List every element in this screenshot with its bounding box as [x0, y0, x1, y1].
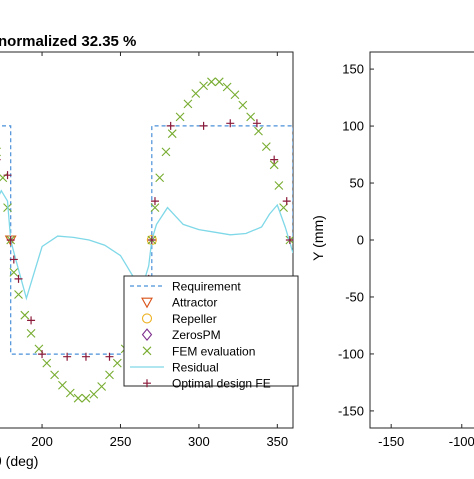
fem-evaluation-point: [42, 358, 52, 368]
optimal-design-fe-point: [270, 155, 279, 164]
optimal-design-fe-point: [282, 197, 291, 206]
optimal-design-fe-point: [166, 121, 175, 130]
right-x-ticks: -150 -100: [378, 424, 474, 449]
fem-evaluation-point: [261, 142, 271, 152]
legend-label-fem-evaluation: FEM evaluation: [172, 344, 255, 358]
legend-label-zerospm: ZerosPM: [172, 328, 221, 342]
optimal-design-fe-point: [150, 197, 159, 206]
fem-evaluation-point: [175, 112, 185, 122]
legend-label-optimal-design-fe: Optimal design FE: [172, 377, 271, 391]
optimal-design-fe-point: [199, 121, 208, 130]
fem-evaluation-point: [161, 147, 171, 157]
plot-title: normalized 32.35 %: [0, 33, 136, 50]
fem-evaluation-point: [269, 160, 279, 170]
y-tick-label: 150: [342, 62, 364, 77]
fem-evaluation-point: [222, 82, 232, 92]
legend-label-requirement: Requirement: [172, 280, 241, 294]
legend-swatch-optimal-design-fe: [143, 379, 151, 388]
y-tick-label: -50: [345, 289, 364, 304]
left-x-ticks: 200 250 300 350: [31, 52, 288, 449]
fem-evaluation-point: [20, 310, 30, 320]
x-tick-label: 200: [31, 434, 53, 449]
optimal-design-fe-point: [285, 236, 293, 244]
fem-evaluation-point: [246, 112, 256, 122]
legend-label-attractor: Attractor: [172, 296, 217, 310]
optimal-design-fe-point: [252, 119, 261, 128]
fem-evaluation-point: [230, 90, 240, 100]
fem-evaluation-point: [167, 129, 177, 139]
fem-evaluation-point: [183, 99, 193, 109]
fem-evaluation-point: [105, 370, 114, 380]
optimal-design-fe-point: [3, 171, 12, 180]
optimal-design-fe-point: [226, 119, 235, 128]
y-tick-label: 50: [350, 176, 364, 191]
optimal-design-fe-point: [9, 255, 18, 264]
x-axis-label: θ (deg): [0, 453, 38, 469]
optimal-design-fe-point: [81, 352, 90, 361]
fem-evaluation-point: [155, 173, 165, 183]
fem-evaluation-point: [150, 203, 160, 212]
optimal-design-fe-point: [27, 316, 36, 325]
fem-evaluation-point: [199, 81, 208, 91]
y-tick-label: 0: [357, 233, 364, 248]
legend: Requirement Attractor Repeller ZerosPM FEM e…: [123, 275, 299, 391]
y-axis-label: Y (mm): [310, 215, 326, 261]
legend-swatch-attractor: [141, 297, 153, 309]
legend-swatch-fem-evaluation: [142, 346, 152, 356]
fem-evaluation-point: [112, 358, 122, 368]
right-plot-panel: 150 100 50 0 -50 -100 -150 -150 -100 Y (mm): [310, 51, 474, 449]
legend-box: [123, 275, 299, 387]
x-tick-label: 250: [110, 434, 132, 449]
fem-evaluation-point: [14, 290, 23, 299]
optimal-design-fe-point: [6, 236, 15, 244]
optimal-design-fe-point: [0, 159, 1, 161]
fem-evaluation-point: [207, 77, 216, 87]
fem-evaluation-point: [58, 380, 67, 390]
fem-evaluation-point: [50, 370, 59, 380]
fem-evaluation-point: [254, 126, 263, 136]
fem-evaluation-point: [9, 268, 19, 277]
right-y-ticks: 150 100 50 0 -50 -100 -150: [338, 62, 374, 418]
x-tick-label: -100: [449, 434, 474, 449]
fem-evaluation-point: [65, 388, 75, 398]
fem-evaluation-point: [191, 89, 201, 98]
fem-evaluation-point: [0, 147, 1, 157]
legend-items: Requirement Attractor Repeller ZerosPM FEM e…: [130, 280, 271, 391]
fem-evaluation-point: [238, 100, 248, 110]
fem-evaluation-point: [81, 393, 91, 403]
x-tick-label: 300: [188, 434, 210, 449]
optimal-design-fe-point: [105, 352, 114, 361]
optimal-design-fe-point: [14, 274, 23, 283]
optimal-design-fe-point: [38, 350, 47, 359]
fem-evaluation-point: [89, 389, 99, 399]
x-tick-label: -150: [378, 434, 404, 449]
fem-evaluation-point: [214, 77, 224, 87]
optimal-design-fe-point: [147, 236, 156, 244]
legend-swatch-zerospm: [141, 328, 153, 341]
y-tick-label: 100: [342, 119, 364, 134]
y-tick-label: -150: [338, 403, 364, 418]
fem-evaluation-point: [274, 181, 284, 190]
legend-swatch-repeller: [141, 313, 153, 324]
fem-evaluation-point: [73, 393, 83, 403]
fem-evaluation-point: [97, 382, 107, 391]
x-tick-label: 350: [266, 434, 288, 449]
optimal-design-fe-point: [63, 352, 72, 361]
legend-label-residual: Residual: [172, 361, 219, 375]
y-tick-label: -100: [338, 346, 364, 361]
right-axes-box: [369, 51, 474, 429]
legend-label-repeller: Repeller: [172, 312, 217, 326]
fem-evaluation-point: [26, 328, 36, 338]
